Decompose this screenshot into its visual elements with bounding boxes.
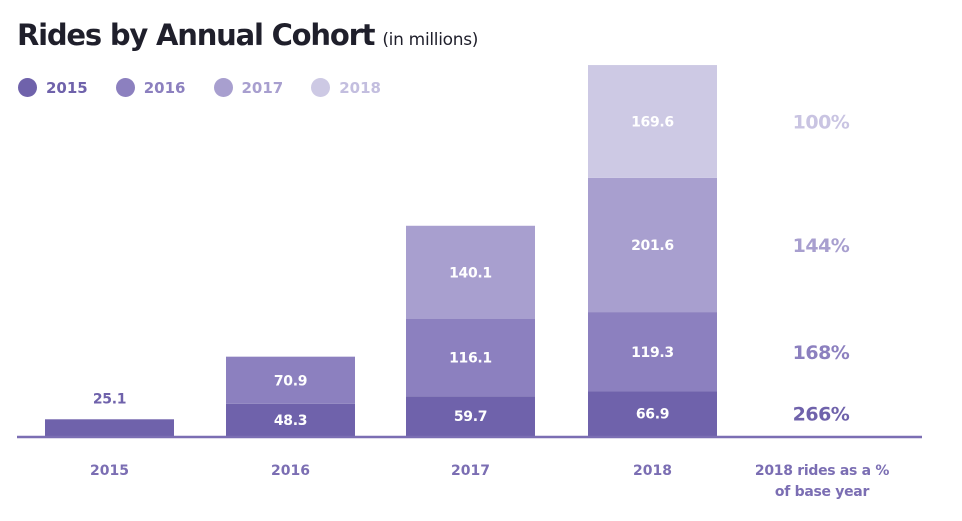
- legend-swatch-2018: [311, 78, 331, 97]
- data-label-2018-cohort-2015: 66.9: [636, 407, 669, 423]
- data-label-2018-cohort-2018: 169.6: [631, 114, 674, 130]
- legend-item-2017: 2017: [213, 78, 284, 97]
- legend-item-2016: 2016: [115, 78, 186, 97]
- data-label-2018-cohort-2016: 119.3: [631, 345, 674, 361]
- ratio-value-cohort-2018: 100%: [793, 111, 850, 133]
- bar-2018-cohort-2017: [588, 177, 717, 313]
- legend-item-2018: 2018: [311, 78, 381, 97]
- legend-label-2017: 2017: [241, 78, 284, 97]
- bar-2015-cohort-2015: [45, 419, 174, 436]
- data-label-2017-cohort-2016: 116.1: [449, 351, 492, 367]
- legend-label-2015: 2015: [46, 78, 88, 97]
- ratio-value-cohort-2017: 144%: [793, 235, 850, 257]
- legend-item-2015: 2015: [18, 78, 88, 97]
- legend-swatch-2017: [213, 78, 233, 97]
- legend-label-2018: 2018: [339, 78, 381, 97]
- legend-swatch-2016: [115, 78, 135, 97]
- ratio-value-cohort-2016: 168%: [793, 342, 850, 364]
- bar-2017-cohort-2016: [406, 319, 535, 397]
- data-label-2015-cohort-2015: 25.1: [93, 391, 126, 407]
- data-label-2018-cohort-2017: 201.6: [631, 238, 674, 254]
- ratio-column-label-line-2: of base year: [775, 484, 870, 500]
- bar-2018-cohort-2015: [588, 391, 717, 436]
- ratio-column-label-line-1: 2018 rides as a %: [755, 463, 889, 479]
- bar-2018-cohort-2018: [588, 65, 717, 178]
- legend-swatch-2015: [18, 78, 37, 97]
- chart-subtitle: (in millions): [382, 30, 479, 50]
- chart-title-row: Rides by Annual Cohort (in millions): [17, 18, 478, 52]
- ratio-value-cohort-2015: 266%: [793, 404, 850, 426]
- x-tick-label-2016: 2016: [271, 463, 310, 479]
- bar-2018-cohort-2016: [588, 312, 717, 392]
- chart-title: Rides by Annual Cohort: [17, 18, 376, 52]
- bar-2017-cohort-2017: [406, 225, 535, 320]
- data-label-2017-cohort-2017: 140.1: [449, 265, 492, 281]
- x-tick-label-2015: 2015: [90, 463, 129, 479]
- data-label-2017-cohort-2015: 59.7: [454, 409, 487, 425]
- bar-2016-cohort-2015: [226, 403, 355, 436]
- chart-legend: 2015 2016 2017 2018: [18, 78, 381, 97]
- legend-label-2016: 2016: [143, 78, 186, 97]
- bar-2017-cohort-2015: [406, 396, 535, 436]
- data-label-2016-cohort-2015: 48.3: [274, 413, 307, 429]
- x-tick-label-2018: 2018: [633, 463, 672, 479]
- data-label-2016-cohort-2016: 70.9: [274, 373, 307, 389]
- bar-2016-cohort-2016: [226, 356, 355, 404]
- x-tick-label-2017: 2017: [451, 463, 490, 479]
